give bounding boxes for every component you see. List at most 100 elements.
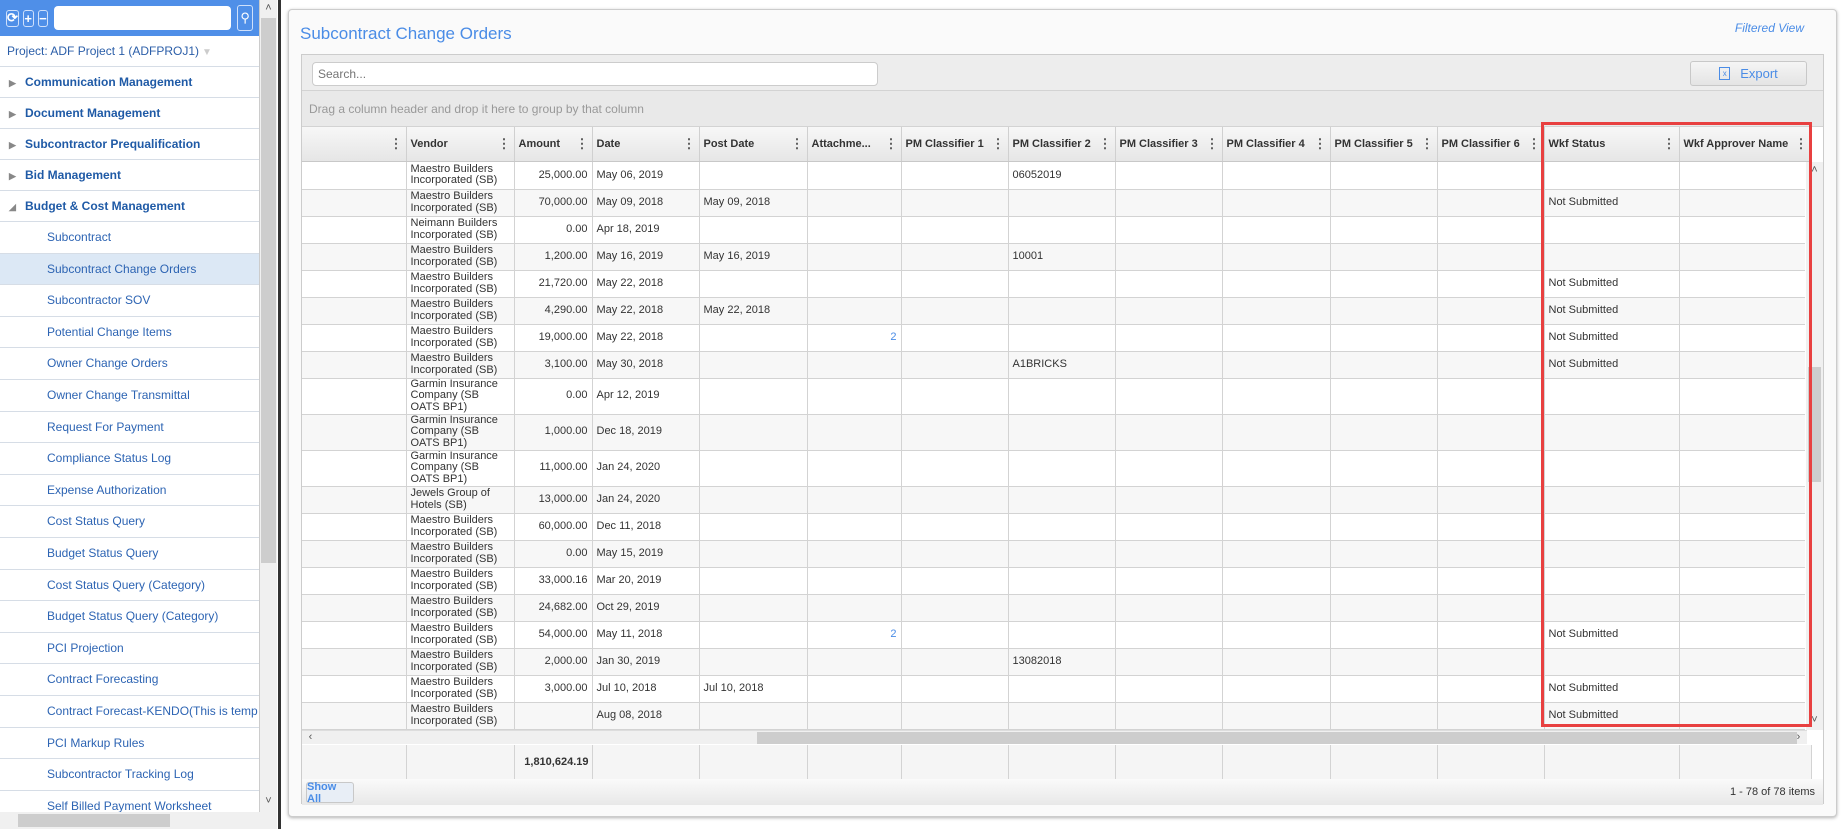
cell-attachme-[interactable]: 2 (807, 621, 902, 649)
table-row[interactable]: Maestro Builders Incorporated (SB) 3,100.… (302, 351, 1805, 379)
column-header[interactable]: ⋮ (302, 127, 407, 162)
table-row[interactable]: Maestro Builders Incorporated (SB) 2,000.… (302, 648, 1805, 676)
grid-vertical-scrollbar[interactable]: ˄ ˅ (1806, 162, 1823, 730)
table-row[interactable]: Maestro Builders Incorporated (SB) 24,682… (302, 594, 1805, 622)
column-menu-icon[interactable]: ⋮ (1313, 135, 1327, 151)
column-header-content: PM Classifier 5 ⋮ (1335, 136, 1434, 152)
group-by-area[interactable]: Drag a column header and drop it here to… (302, 91, 1823, 127)
sidebar-category[interactable]: ▶ Document Management (0, 98, 259, 129)
column-menu-icon[interactable]: ⋮ (1098, 135, 1112, 151)
sidebar-item[interactable]: PCI Projection (0, 633, 259, 665)
column-menu-icon[interactable]: ⋮ (790, 135, 804, 151)
filtered-view-link[interactable]: Filtered View (1734, 21, 1804, 35)
scroll-up-icon[interactable]: ˄ (1811, 164, 1818, 176)
cell-pm-classifier-2: 13082018 (1008, 648, 1116, 676)
column-header[interactable]: Amount ⋮ (514, 127, 593, 162)
sidebar-category[interactable]: ▶ Communication Management (0, 67, 259, 98)
sidebar-item[interactable]: Contract Forecast-KENDO(This is temp (0, 696, 259, 728)
column-header[interactable]: Attachme... ⋮ (807, 127, 902, 162)
sidebar-item[interactable]: Subcontractor SOV (0, 285, 259, 317)
column-header[interactable]: Wkf Approver Name ⋮ (1679, 127, 1812, 162)
table-row[interactable]: Jewels Group of Hotels (SB) 13,000.00 Jan … (302, 486, 1805, 514)
cell-attachme-[interactable]: 2 (807, 324, 902, 352)
table-row[interactable]: Maestro Builders Incorporated (SB) 33,000… (302, 567, 1805, 595)
column-menu-icon[interactable]: ⋮ (991, 135, 1005, 151)
column-header[interactable]: Vendor ⋮ (406, 127, 515, 162)
table-row[interactable]: Maestro Builders Incorporated (SB) 54,000… (302, 621, 1805, 649)
refresh-icon[interactable]: ⟳ (6, 9, 19, 27)
sidebar-category[interactable]: ◢ Budget & Cost Management (0, 191, 259, 222)
sidebar-item[interactable]: Subcontractor Tracking Log (0, 759, 259, 791)
column-menu-icon[interactable]: ⋮ (1662, 135, 1676, 151)
sidebar-item[interactable]: Potential Change Items (0, 317, 259, 349)
table-row[interactable]: Maestro Builders Incorporated (SB) 19,000… (302, 324, 1805, 352)
export-button[interactable]: x Export (1690, 61, 1807, 86)
plus-icon[interactable]: + (22, 9, 34, 27)
column-menu-icon[interactable]: ⋮ (575, 135, 589, 151)
column-header[interactable]: Post Date ⋮ (699, 127, 808, 162)
search-input[interactable] (312, 62, 878, 86)
table-row[interactable]: Maestro Builders Incorporated (SB) 1,200.… (302, 243, 1805, 271)
sidebar-item[interactable]: Owner Change Transmittal (0, 380, 259, 412)
sidebar-item[interactable]: Cost Status Query (Category) (0, 570, 259, 602)
table-row[interactable]: Maestro Builders Incorporated (SB) 25,000… (302, 162, 1805, 190)
sidebar-item[interactable]: Compliance Status Log (0, 443, 259, 475)
minus-icon[interactable]: − (37, 9, 49, 27)
sidebar-item[interactable]: Request For Payment (0, 412, 259, 444)
column-header[interactable]: PM Classifier 2 ⋮ (1008, 127, 1116, 162)
scroll-right-icon[interactable]: › (1796, 731, 1801, 743)
table-row[interactable]: Maestro Builders Incorporated (SB) 0.00 Ma… (302, 540, 1805, 568)
column-header[interactable]: PM Classifier 5 ⋮ (1330, 127, 1438, 162)
show-all-button[interactable]: Show All (306, 781, 354, 805)
column-menu-icon[interactable]: ⋮ (1420, 135, 1434, 151)
sidebar-item[interactable]: Contract Forecasting (0, 664, 259, 696)
table-row[interactable]: Garmin Insurance Company (SB OATS BP1) 1,… (302, 414, 1805, 451)
sidebar-search-input[interactable] (54, 6, 232, 30)
column-header[interactable]: PM Classifier 6 ⋮ (1437, 127, 1545, 162)
scroll-down-icon[interactable]: ˅ (1811, 714, 1818, 726)
column-menu-icon[interactable]: ⋮ (1794, 135, 1808, 151)
table-row[interactable]: Garmin Insurance Company (SB OATS BP1) 11… (302, 450, 1805, 487)
column-header[interactable]: PM Classifier 1 ⋮ (901, 127, 1009, 162)
project-selector[interactable]: Project: ADF Project 1 (ADFPROJ1) ▼ (0, 36, 259, 67)
scroll-up-icon[interactable]: ˄ (265, 2, 272, 14)
sidebar-item[interactable]: Budget Status Query (0, 538, 259, 570)
splitter[interactable] (278, 0, 281, 829)
sidebar-item[interactable]: Owner Change Orders (0, 348, 259, 380)
sidebar-category[interactable]: ▶ Subcontractor Prequalification (0, 129, 259, 160)
column-header[interactable]: PM Classifier 4 ⋮ (1222, 127, 1331, 162)
column-menu-icon[interactable]: ⋮ (389, 135, 403, 151)
column-menu-icon[interactable]: ⋮ (682, 135, 696, 151)
grid-horizontal-scrollbar[interactable]: ‹ › (302, 730, 1807, 744)
sidebar-item[interactable]: Budget Status Query (Category) (0, 601, 259, 633)
table-row[interactable]: Maestro Builders Incorporated (SB) 4,290.… (302, 297, 1805, 325)
search-icon[interactable]: ⚲ (237, 5, 253, 31)
table-row[interactable]: Maestro Builders Incorporated (SB) Aug 08… (302, 702, 1805, 730)
sidebar-category[interactable]: ▶ Bid Management (0, 160, 259, 191)
sidebar-item[interactable]: Cost Status Query (0, 506, 259, 538)
column-menu-icon[interactable]: ⋮ (884, 135, 898, 151)
cell-pm-classifier-1 (901, 450, 1009, 487)
sidebar-item[interactable]: PCI Markup Rules (0, 728, 259, 760)
sidebar-item[interactable]: Subcontract (0, 222, 259, 254)
column-menu-icon[interactable]: ⋮ (497, 135, 511, 151)
scroll-down-icon[interactable]: ˅ (265, 795, 272, 807)
table-row[interactable]: Garmin Insurance Company (SB OATS BP1) 0.… (302, 378, 1805, 415)
table-row[interactable]: Neimann Builders Incorporated (SB) 0.00 Ap… (302, 216, 1805, 244)
table-row[interactable]: Maestro Builders Incorporated (SB) 3,000.… (302, 675, 1805, 703)
table-row[interactable]: Maestro Builders Incorporated (SB) 70,000… (302, 189, 1805, 217)
scroll-left-icon[interactable]: ‹ (308, 731, 313, 743)
sidebar-item[interactable]: Subcontract Change Orders (0, 253, 259, 286)
column-menu-icon[interactable]: ⋮ (1527, 135, 1541, 151)
column-menu-icon[interactable]: ⋮ (1205, 135, 1219, 151)
cell-pm-classifier-5 (1330, 216, 1438, 244)
column-header[interactable]: Wkf Status ⋮ (1544, 127, 1680, 162)
column-header[interactable]: Date ⋮ (592, 127, 700, 162)
table-row[interactable]: Maestro Builders Incorporated (SB) 21,720… (302, 270, 1805, 298)
table-row[interactable]: Maestro Builders Incorporated (SB) 60,000… (302, 513, 1805, 541)
caret-right-icon: ▶ (9, 109, 16, 119)
column-header[interactable]: PM Classifier 3 ⋮ (1115, 127, 1223, 162)
sidebar-horizontal-scrollbar[interactable] (0, 812, 260, 829)
sidebar-vertical-scrollbar[interactable]: ˄ ˅ (260, 0, 277, 829)
sidebar-item[interactable]: Expense Authorization (0, 475, 259, 507)
